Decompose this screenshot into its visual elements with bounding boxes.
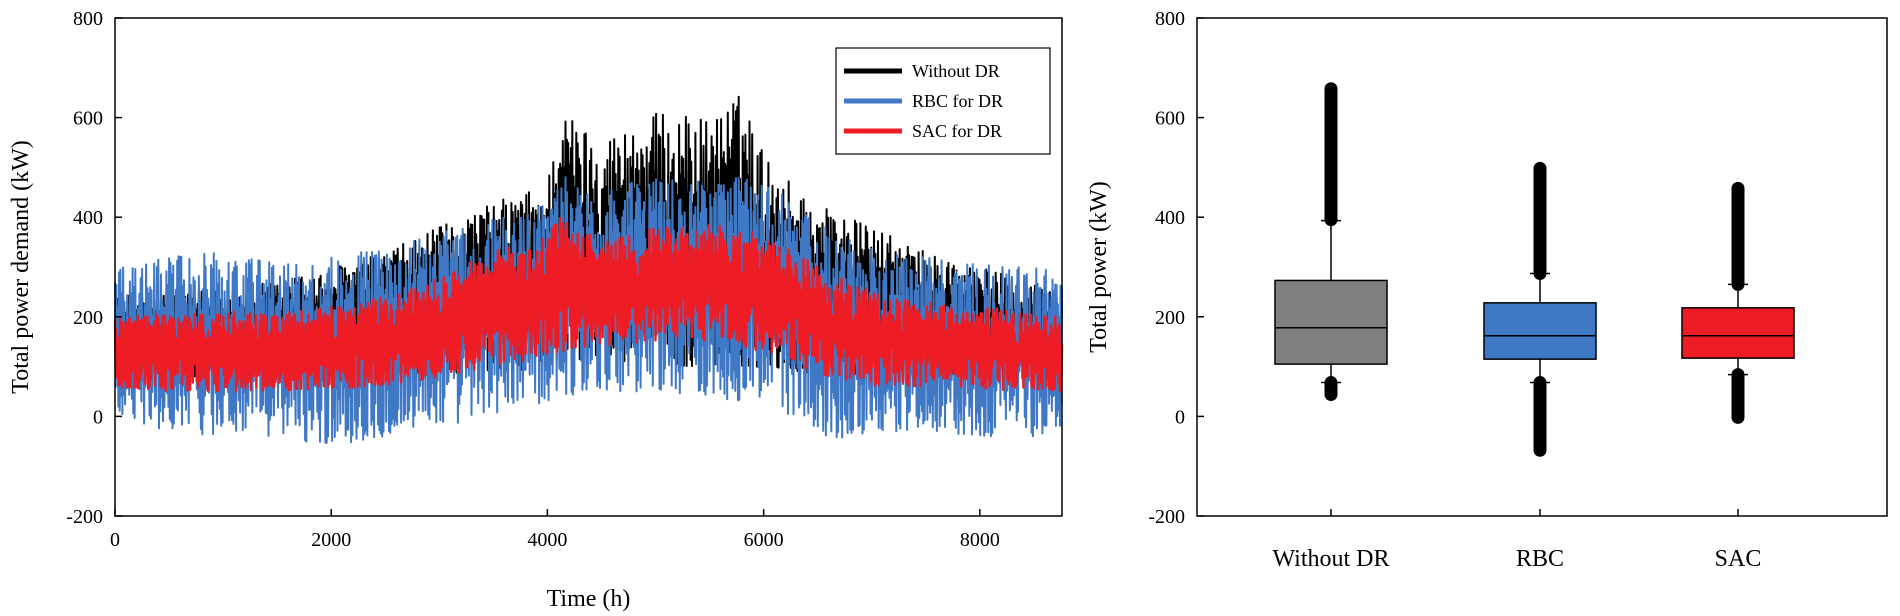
- x-tick-label: 4000: [527, 529, 567, 551]
- y-tick-label: 0: [93, 406, 103, 428]
- box-group-sac: [1681, 181, 1795, 424]
- box-plot-frame: [1196, 17, 1888, 517]
- y-tick-label: 800: [73, 8, 103, 30]
- y-tick-label: 0: [1175, 406, 1185, 428]
- series-line-sac-for-dr: [113, 216, 1064, 393]
- x-category-label: RBC: [1516, 546, 1564, 572]
- x-tick-label: 2000: [311, 529, 351, 551]
- y-tick-label: 600: [1155, 108, 1185, 130]
- y-tick-label: -200: [1148, 506, 1185, 528]
- box-group-rbc: [1483, 161, 1597, 457]
- x-tick-label: 8000: [960, 529, 1000, 551]
- y-tick-label: 400: [1155, 207, 1185, 229]
- box-plot-area: [1274, 82, 1795, 457]
- time-series-chart: 0 2000 4000 6000 8000 -200 0 200 400 600 800 Time …: [8, 8, 1064, 612]
- box-plot-axes: -200 0 200 400 600 800 Without DR RBC SAC: [1148, 8, 1761, 572]
- box-rbc: [1483, 302, 1597, 360]
- box-sac: [1681, 307, 1795, 359]
- legend-label: SAC for DR: [912, 121, 1002, 141]
- y-tick-label: 800: [1155, 8, 1185, 30]
- time-series-x-axis-title: Time (h): [547, 586, 631, 612]
- x-category-label: Without DR: [1272, 546, 1389, 572]
- x-tick-label: 6000: [744, 529, 784, 551]
- time-series-axes: 0 2000 4000 6000 8000 -200 0 200 400 600 800: [66, 8, 1000, 551]
- x-category-label: SAC: [1715, 546, 1762, 572]
- x-tick-label: 0: [110, 529, 120, 551]
- y-tick-label: 400: [73, 207, 103, 229]
- time-series-legend: Without DR RBC for DR SAC for DR: [835, 47, 1051, 155]
- y-tick-label: 200: [73, 307, 103, 329]
- legend-label: Without DR: [912, 61, 1000, 81]
- box-plot-chart: -200 0 200 400 600 800 Without DR RBC SAC Total …: [1086, 8, 1888, 572]
- y-tick-label: -200: [66, 506, 103, 528]
- box-plot-y-axis-title: Total power (kW): [1086, 181, 1112, 353]
- time-series-plot-frame: [114, 17, 1063, 517]
- time-series-y-axis-title: Total power demand (kW): [8, 140, 34, 394]
- box-group-without-dr: [1274, 82, 1388, 401]
- time-series-plot-area: [113, 95, 1064, 444]
- y-tick-label: 200: [1155, 307, 1185, 329]
- y-tick-label: 600: [73, 108, 103, 130]
- box-without-dr: [1274, 279, 1388, 365]
- legend-label: RBC for DR: [912, 91, 1003, 111]
